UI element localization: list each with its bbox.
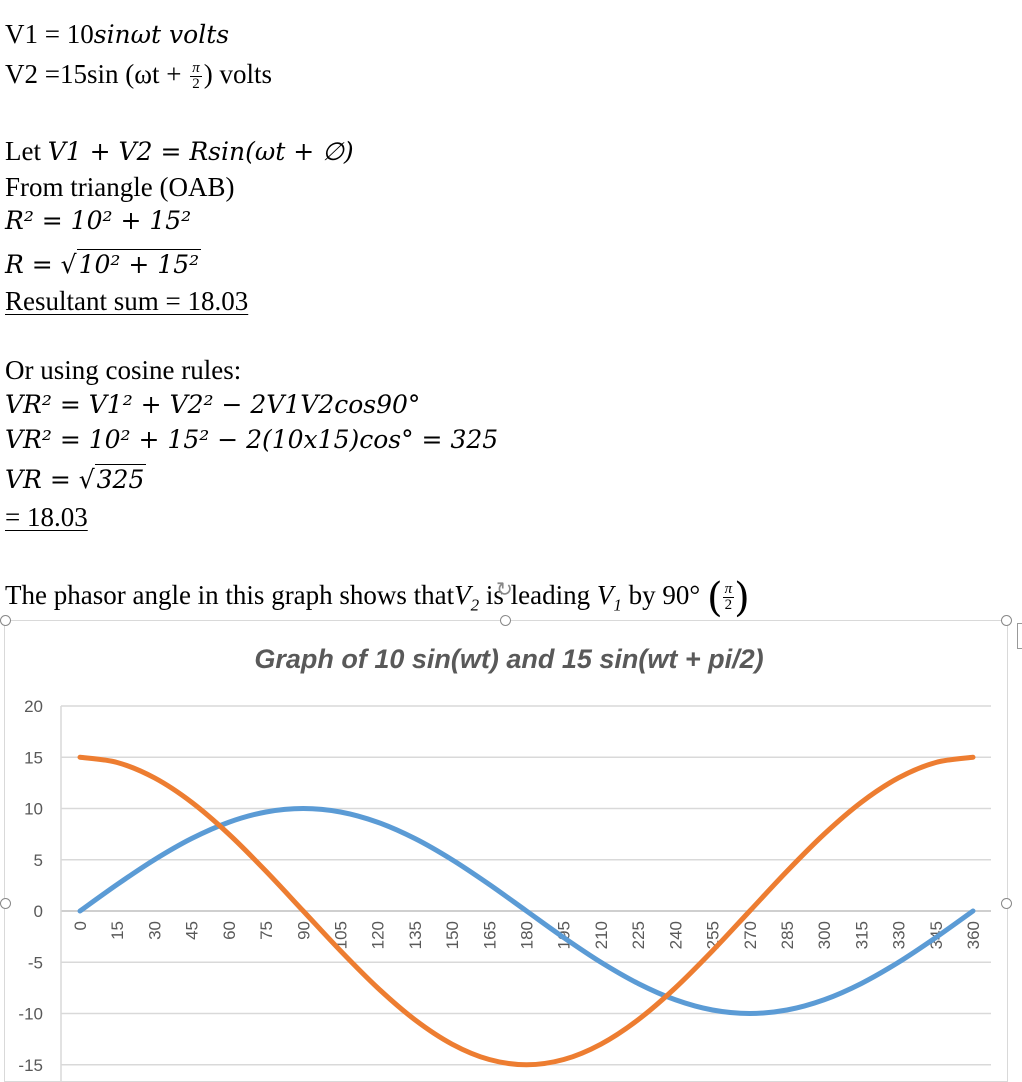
x-tick-label: 360	[964, 921, 983, 949]
resize-handle-top-left[interactable]	[0, 615, 11, 626]
vr-root-equation: VR = √325	[5, 464, 147, 494]
x-tick-label: 120	[369, 921, 388, 949]
resize-handle-top-right[interactable]	[1001, 615, 1012, 626]
x-tick-label: 225	[629, 921, 648, 949]
y-tick-label: 0	[34, 902, 43, 921]
r-squared-equation: R² = 10² + 15²	[5, 206, 192, 235]
x-tick-label: 135	[406, 921, 425, 949]
x-tick-label: 90	[294, 921, 313, 940]
y-tick-label: -10	[18, 1005, 43, 1024]
cosine-intro: Or using cosine rules:	[5, 355, 242, 385]
x-tick-label: 30	[145, 921, 164, 940]
phasor-sentence: The phasor angle in this graph shows tha…	[5, 574, 750, 621]
x-tick-label: 315	[852, 921, 871, 949]
r-root-equation: R = √10² + 15²	[5, 249, 202, 279]
x-tick-label: 15	[108, 921, 127, 940]
v2-equation: V2 =15sin (ωt + π 2) volts	[5, 59, 273, 93]
layout-options-tab[interactable]	[1017, 623, 1022, 649]
x-tick-label: 285	[778, 921, 797, 949]
x-tick-label: 180	[518, 921, 537, 949]
y-tick-label: 20	[24, 697, 43, 716]
x-tick-label: 45	[183, 921, 202, 940]
v1-equation: V1 = 10sinωt volts	[5, 19, 230, 49]
y-tick-label: 5	[34, 851, 43, 870]
y-tick-label: 10	[24, 800, 43, 819]
x-tick-label: 150	[443, 921, 462, 949]
x-tick-label: 330	[890, 921, 909, 949]
y-tick-label: -15	[18, 1056, 43, 1075]
vr-result: = 18.03	[5, 502, 88, 532]
x-tick-label: 0	[71, 921, 90, 930]
vr-squared-formula: VR² = V1² + V2² − 2V1V2cos90°	[5, 390, 421, 419]
x-tick-label: 270	[741, 921, 760, 949]
line-chart: Graph of 10 sin(wt) and 15 sin(wt + pi/2…	[18, 644, 991, 1081]
y-tick-label: 15	[24, 748, 43, 767]
x-tick-label: 105	[331, 921, 350, 949]
x-tick-label: 165	[480, 921, 499, 949]
let-equation: Let V1 + V2 = Rsin(ωt + ∅)	[5, 136, 354, 166]
vr-squared-value: VR² = 10² + 15² − 2(10x15)cos° = 325	[5, 425, 499, 454]
x-tick-label: 210	[592, 921, 611, 949]
x-tick-label: 240	[666, 921, 685, 949]
triangle-line: From triangle (OAB)	[5, 172, 235, 202]
rotate-handle-icon[interactable]: ↻	[496, 577, 513, 601]
x-tick-label: 300	[815, 921, 834, 949]
resultant-sum: Resultant sum = 18.03	[5, 286, 249, 316]
x-tick-label: 75	[257, 921, 276, 940]
resize-handle-right[interactable]	[1001, 898, 1012, 909]
x-tick-label: 60	[220, 921, 239, 940]
y-tick-label: -5	[28, 953, 43, 972]
chart-frame[interactable]: Graph of 10 sin(wt) and 15 sin(wt + pi/2…	[4, 620, 1008, 1082]
resize-handle-top[interactable]	[500, 615, 511, 626]
series-line-1	[77, 805, 976, 1017]
resize-handle-left[interactable]	[0, 898, 11, 909]
chart-title: Graph of 10 sin(wt) and 15 sin(wt + pi/2…	[254, 644, 763, 674]
